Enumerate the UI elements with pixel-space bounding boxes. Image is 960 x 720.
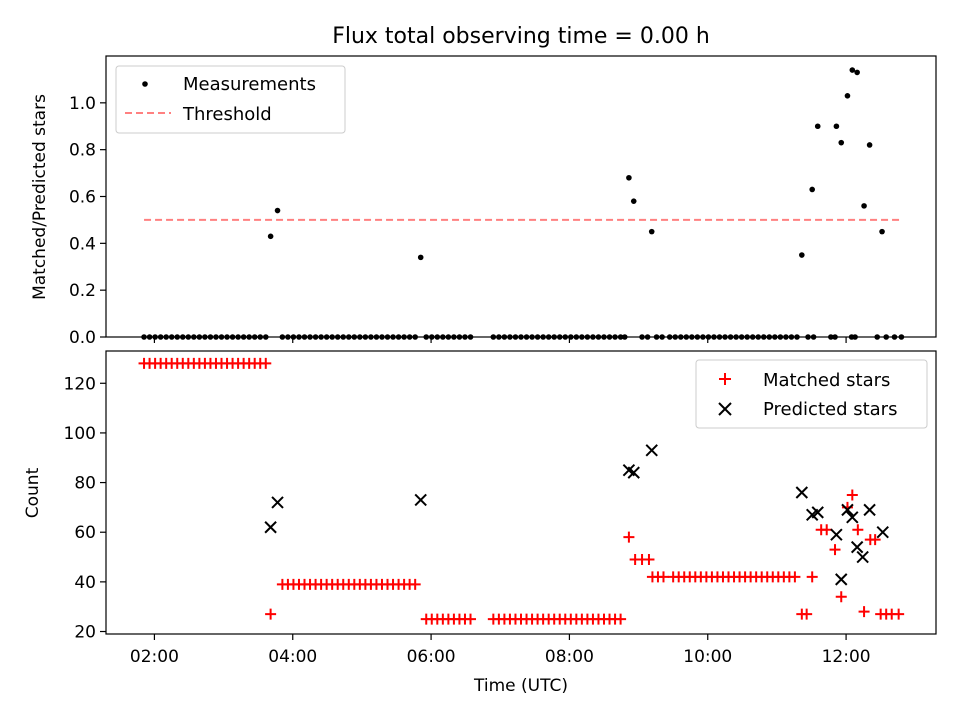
measurement-point [267, 233, 274, 240]
top-y-tick-label: 0.0 [69, 328, 96, 348]
x-tick-label: 04:00 [268, 647, 317, 667]
measurement-point [630, 198, 637, 204]
matched-star-point [789, 571, 801, 583]
chart-title: Flux total observing time = 0.00 h [332, 24, 710, 49]
matched-star-point [657, 571, 669, 583]
predicted-star-point [795, 486, 809, 499]
x-axis-label: Time (UTC) [473, 676, 568, 696]
matched-star-point [893, 608, 905, 620]
predicted-star-point [841, 503, 854, 517]
x-tick-label: 06:00 [407, 647, 456, 667]
bottom-legend: Matched stars Predicted stars [695, 359, 928, 429]
predicted-star-point [645, 444, 658, 457]
top-legend-box [115, 65, 346, 134]
bottom-y-tick-label: 100 [64, 424, 96, 444]
matched-star-point [260, 357, 272, 369]
matched-star-point [265, 608, 277, 620]
predicted-star-point [271, 496, 284, 509]
predicted-star-point [846, 511, 859, 524]
legend-matched-label: Matched stars [763, 370, 890, 391]
matched-star-point [801, 608, 813, 620]
measurement-point [648, 228, 655, 235]
bottom-panel: 20 40 60 80 100 120 02:00 04:00 06:00 08:00 10:00… [23, 350, 937, 696]
measurement-point [626, 174, 632, 181]
bottom-y-axis-label: Count [23, 467, 43, 518]
matched-star-point [623, 531, 635, 543]
predicted-star-point [414, 493, 427, 507]
matched-star-point [835, 591, 847, 603]
matched-star-point [852, 524, 864, 536]
matched-star-point [846, 489, 858, 501]
predicted-star-point [856, 550, 869, 564]
bottom-y-tick-label: 60 [74, 523, 96, 543]
predicted-star-point [830, 528, 843, 541]
measurement-point [833, 123, 840, 130]
bottom-y-tick-label: 40 [74, 573, 96, 593]
legend-threshold-label: Threshold [182, 104, 272, 125]
matched-star-point [643, 554, 655, 566]
top-y-tick-label: 1.0 [69, 94, 96, 114]
predicted-star-point [835, 573, 848, 586]
predicted-star-point [627, 466, 640, 479]
matched-star-point [858, 606, 870, 618]
x-tick-label: 12:00 [822, 647, 871, 667]
bottom-y-tick-label: 120 [64, 374, 96, 394]
matched-star-point [409, 578, 421, 590]
measurement-point [417, 254, 424, 261]
matched-star-point [829, 544, 841, 556]
top-y-tick-label: 0.8 [69, 141, 96, 161]
bottom-y-tick-label: 20 [74, 623, 96, 643]
matched-star-point [465, 613, 477, 625]
bottom-legend-box [695, 359, 928, 429]
predicted-star-point [850, 540, 864, 554]
predicted-star-point [811, 506, 824, 519]
measurement-point [866, 142, 873, 148]
measurement-point [879, 228, 885, 235]
top-legend: Measurements Threshold [115, 65, 346, 134]
legend-predicted-marker [718, 402, 732, 416]
measurement-point [861, 203, 867, 209]
x-tick-label: 10:00 [683, 647, 732, 667]
measurement-point [854, 69, 860, 76]
measurement-point [799, 252, 805, 258]
measurement-point [838, 139, 845, 146]
measurement-point [849, 67, 856, 73]
measurement-point [814, 123, 821, 130]
predicted-star-point [264, 521, 277, 534]
top-y-tick-label: 0.4 [69, 234, 96, 254]
legend-measurements-label: Measurements [183, 74, 316, 95]
measurement-point [844, 93, 851, 99]
top-y-tick-label: 0.6 [69, 188, 96, 208]
bottom-plot-frame [105, 350, 937, 635]
matched-star-point [615, 613, 627, 625]
top-panel: 0.0 0.2 0.4 0.6 0.8 1.0 Matched/Predicted sta… [30, 55, 937, 348]
measurement-point [809, 186, 815, 193]
x-tick-label: 02:00 [130, 647, 179, 667]
bottom-y-tick-label: 80 [74, 474, 96, 494]
predicted-star-point [876, 526, 889, 539]
predicted-star-point [863, 503, 876, 517]
matched-star-point [869, 534, 881, 546]
measurement-point [274, 207, 281, 214]
top-y-axis-label: Matched/Predicted stars [30, 94, 50, 300]
legend-matched-marker [719, 373, 731, 385]
top-y-tick-label: 0.2 [69, 281, 96, 301]
x-tick-label: 08:00 [545, 647, 594, 667]
legend-measurement-marker [142, 81, 148, 87]
matched-star-point [806, 571, 818, 583]
legend-predicted-label: Predicted stars [763, 399, 897, 420]
